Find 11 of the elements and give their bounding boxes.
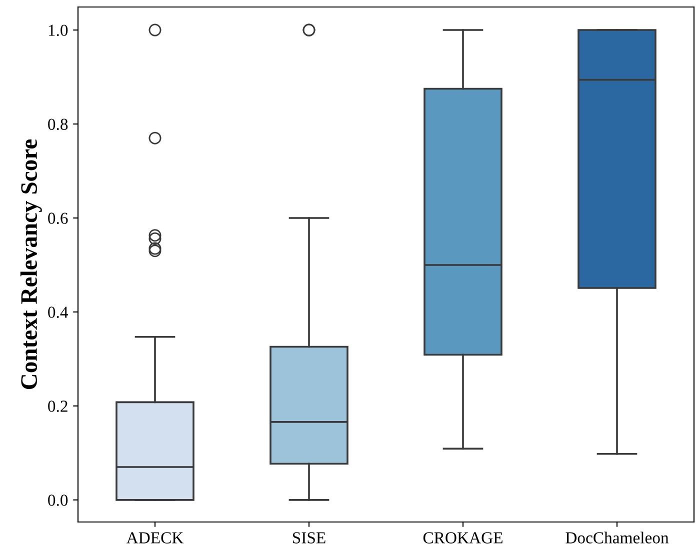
x-tick-label: ADECK — [126, 532, 184, 544]
y-tick-label: 1.0 — [48, 24, 68, 36]
y-axis-title: Context Relevancy Score — [20, 139, 42, 390]
y-tick-label: 0.0 — [48, 494, 68, 506]
y-tick-label: 0.6 — [48, 212, 68, 224]
x-tick-label: SISE — [292, 532, 326, 544]
y-tick-label: 0.2 — [48, 400, 68, 412]
x-tick-label: CROKAGE — [423, 532, 502, 544]
y-tick-label: 0.4 — [48, 306, 68, 318]
y-tick-label: 0.8 — [48, 118, 68, 130]
x-tick-label: DocChameleon — [566, 532, 669, 544]
